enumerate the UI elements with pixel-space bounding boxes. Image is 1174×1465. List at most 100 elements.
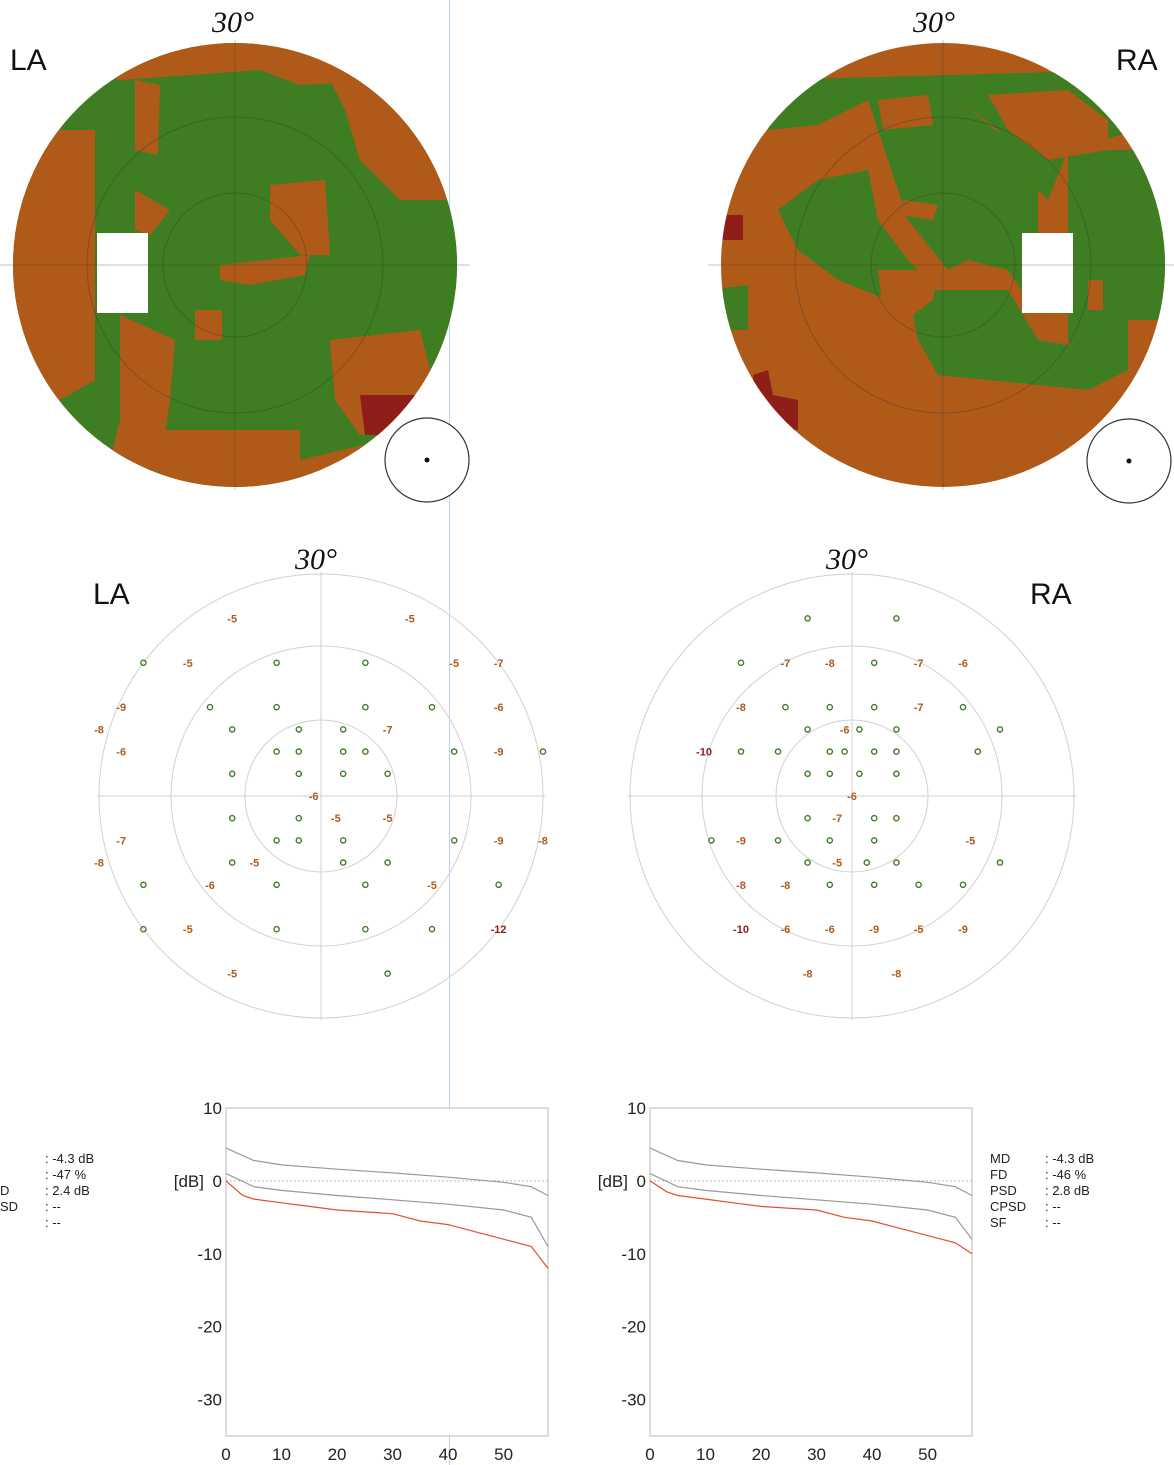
normal-point [362, 703, 369, 711]
normal-point [870, 659, 878, 667]
stat-value: : -4.3 dB [1045, 1151, 1095, 1166]
x-tick-label: 20 [752, 1445, 771, 1462]
normal-point [228, 770, 236, 778]
defect-value: -7 [116, 835, 126, 847]
defect-value: -8 [803, 969, 813, 981]
defect-value: -8 [736, 702, 746, 714]
stat-value: : -- [45, 1215, 61, 1230]
stat-label [0, 1167, 45, 1183]
normal-point [362, 659, 369, 667]
y-tick-label: -10 [197, 1245, 222, 1264]
normal-point [774, 748, 782, 755]
normal-point [295, 770, 303, 778]
defect-value: -10 [733, 924, 749, 936]
guide-line [449, 0, 450, 1465]
normal-point [959, 881, 967, 889]
defect-value: -9 [869, 924, 879, 936]
normal-point [228, 859, 236, 866]
normal-point [996, 859, 1004, 866]
defect-value: -5 [427, 880, 437, 892]
normal-point [295, 748, 303, 755]
normal-point [826, 837, 834, 844]
right-fixation-circle [1086, 418, 1172, 504]
defect-value: -8 [538, 835, 548, 847]
normal-point [295, 837, 303, 844]
x-axis-label: [N] [494, 1461, 513, 1462]
right-map-eye-label: RA [1116, 44, 1158, 77]
normal-point [870, 837, 878, 844]
stat-label: SD [0, 1199, 19, 1214]
normal-point [450, 837, 458, 844]
stat-label: CPSD [990, 1199, 1027, 1214]
x-tick-label: 50 [918, 1445, 937, 1462]
normal-point [362, 925, 369, 933]
normal-point [206, 703, 214, 711]
x-tick-label: 40 [863, 1445, 882, 1462]
normal-point [362, 748, 369, 755]
stat-row: SF: -- [990, 1215, 1170, 1231]
defect-value: -5 [914, 924, 924, 936]
defect-value: -8 [892, 969, 902, 981]
normal-point [804, 770, 811, 778]
defect-value: -8 [736, 880, 746, 892]
y-tick-label: -30 [197, 1391, 222, 1410]
x-tick-label: 10 [696, 1445, 715, 1462]
left-defect-plot: -5 -5 -5 -5 -7 -9 -6 -8 -7 -6 -9 -6 -5 -5 -7 -9 -8 -8 -5 -6… [94, 572, 548, 1020]
normal-point [804, 859, 811, 866]
normal-point [428, 925, 436, 933]
defect-value: -5 [966, 835, 976, 847]
defect-value: -9 [494, 835, 504, 847]
normal-point [295, 814, 303, 822]
normal-point [870, 881, 878, 889]
normal-point [428, 703, 436, 711]
left-bebie-curve: 10 0 -10 -20 -30 [dB] 0 10 20 30 40 50[N] [174, 1099, 549, 1462]
y-tick-label: -30 [621, 1391, 646, 1410]
y-axis-label: [dB] [598, 1172, 628, 1191]
defect-value: -6 [840, 724, 850, 736]
right-colour-map [708, 40, 1174, 490]
normal-point [870, 703, 878, 711]
defect-value: -9 [736, 835, 746, 847]
right-map-angle: 30° [913, 6, 955, 39]
defect-value: -9 [116, 702, 126, 714]
normal-point [273, 703, 280, 711]
normal-point [140, 881, 147, 889]
defect-value: -5 [383, 813, 393, 825]
normal-point [228, 814, 236, 822]
defect-value: -6 [205, 880, 215, 892]
normal-point [856, 726, 863, 733]
normal-point [974, 748, 982, 755]
stat-label: FD [990, 1167, 1008, 1182]
y-axis-label: [dB] [174, 1172, 204, 1191]
x-tick-label: 50 [494, 1445, 513, 1462]
y-tick-label: 10 [627, 1099, 646, 1118]
normal-point [870, 748, 878, 755]
left-defect-angle: 30° [295, 543, 337, 576]
defect-value: -12 [491, 924, 507, 936]
right-defect-eye-label: RA [1030, 578, 1072, 611]
stat-value: : 2.8 dB [1045, 1183, 1090, 1198]
normal-point [996, 726, 1004, 733]
curve-series-1 [225, 1173, 549, 1247]
x-tick-label: 30 [383, 1445, 402, 1462]
normal-point [362, 881, 369, 889]
defect-value: -5 [449, 658, 459, 670]
normal-point [959, 703, 967, 711]
defect-value: -7 [781, 658, 791, 670]
stat-row: : -- [0, 1215, 130, 1231]
normal-point [826, 703, 834, 711]
normal-point [273, 925, 280, 933]
x-tick-label: 40 [439, 1445, 458, 1462]
normal-point [804, 726, 811, 733]
curve-series-2 [649, 1180, 973, 1255]
normal-point [450, 748, 458, 755]
normal-point [495, 881, 502, 889]
left-map-eye-label: LA [10, 44, 47, 77]
defect-value: -5 [183, 658, 193, 670]
curve-series-1 [649, 1173, 973, 1240]
normal-point [228, 726, 236, 733]
normal-point [870, 814, 878, 822]
normal-point [273, 837, 280, 844]
defect-value: -5 [331, 813, 341, 825]
normal-point [893, 726, 900, 733]
